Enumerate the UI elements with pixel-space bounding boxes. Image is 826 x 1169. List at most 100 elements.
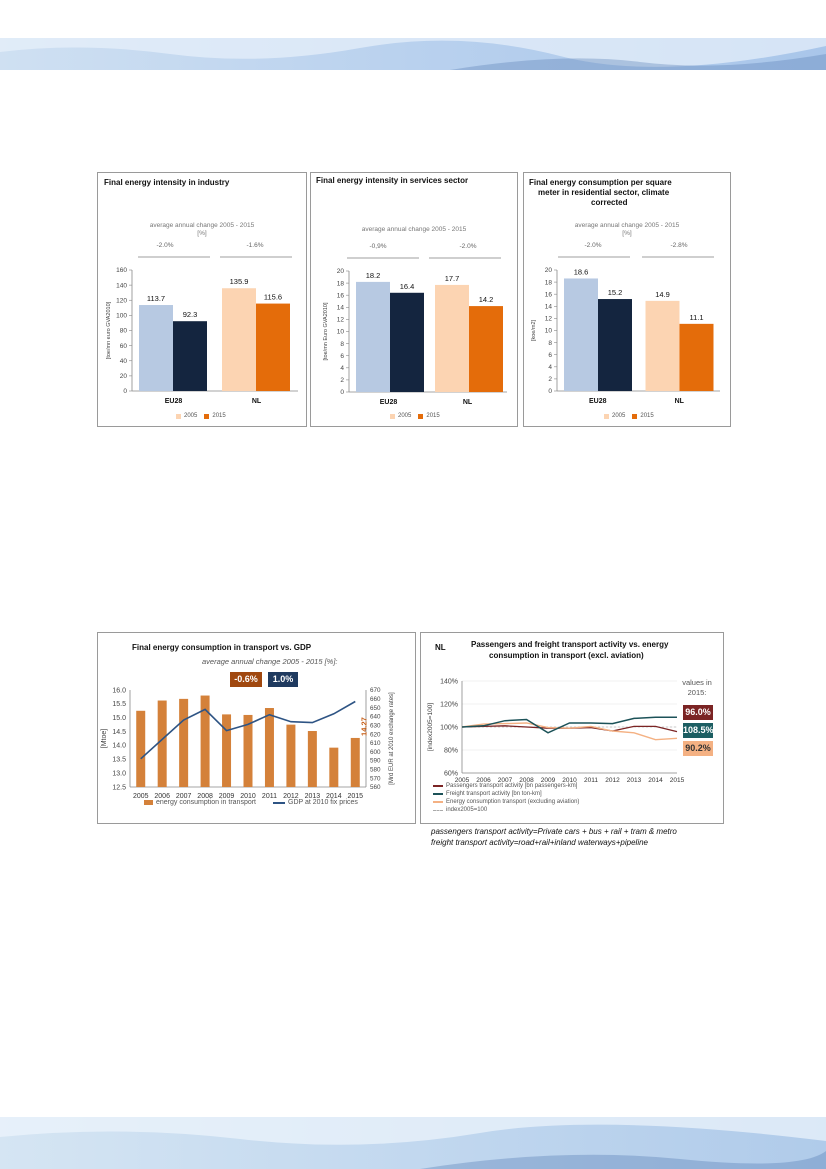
chart-title-line2: meter in residential sector, climate	[538, 188, 670, 197]
legend-label-2015: 2015	[640, 413, 654, 419]
change-nl: -1.6%	[246, 242, 264, 249]
legend-label-gdp: GDP at 2010 fix prices	[288, 799, 358, 806]
chart-subtitle: average annual change 2005 - 2015	[574, 222, 680, 229]
y-axis-label-right: [Mrd EUR at 2010 exchange rates]	[389, 692, 395, 785]
y-tick-label: 18	[337, 280, 345, 287]
legend: energy consumption in transport GDP at 2…	[144, 799, 358, 806]
legend-line-freight	[433, 793, 443, 795]
bar-nl-2005	[645, 300, 680, 391]
y-tick-label: 20	[545, 267, 553, 274]
badge-freight-2015: 108.5%	[683, 723, 714, 738]
chart-subtitle: average annual change 2005 - 2015 [%]:	[202, 657, 338, 666]
bar-nl-2015	[469, 306, 503, 392]
bar-eu28-2015	[598, 299, 632, 391]
x-tick-label: 2009	[219, 793, 235, 800]
y-tick-label: 6	[548, 352, 552, 359]
legend: 2005 2015	[176, 413, 226, 419]
legend-label-freight: Freight transport activity [bn ton-km]	[446, 791, 542, 797]
legend-label-2015: 2015	[212, 413, 226, 419]
services-bar-chart: 0 2 4 6 8 10 12 14 16 18 20 [toe/mn Euro GVA2010] EU…	[323, 268, 507, 406]
x-tick-label: 2009	[541, 777, 556, 784]
bar-nl-2015	[679, 323, 714, 391]
legend-swatch-gdp	[273, 801, 285, 804]
legend-swatch-2005	[390, 413, 395, 419]
legend: 2005 2015	[604, 413, 654, 419]
legend-swatch-energy	[144, 800, 153, 805]
legend: 2005 2015	[390, 413, 440, 419]
y-tick-label: 12	[337, 317, 345, 324]
legend-label-energy: Energy consumption transport (excluding …	[446, 799, 580, 805]
freight-line	[461, 716, 677, 734]
energy-bar-2005	[136, 710, 146, 787]
divider-nl	[642, 256, 714, 258]
bar-nl-2005	[222, 288, 256, 391]
data-label: 113.7	[147, 294, 165, 303]
values-label-line2: 2015:	[687, 688, 707, 697]
y-tick-label: 4	[548, 364, 552, 371]
legend-label-2005: 2005	[184, 413, 198, 419]
y-tick-label-left: 14.5	[112, 729, 126, 736]
y-tick-label-right: 670	[370, 687, 381, 694]
y-tick-label-left: 15.0	[112, 715, 126, 722]
y-tick-label: 140	[116, 282, 127, 289]
chart-subtitle: average annual change 2005 - 2015	[149, 222, 255, 229]
x-tick-label: 2010	[562, 777, 577, 784]
legend-swatch-2005	[604, 413, 609, 419]
bar-eu28-2005	[564, 278, 598, 391]
y-tick-label: 20	[120, 373, 128, 380]
y-tick-label: 80%	[444, 747, 458, 754]
legend-label-2005: 2005	[398, 413, 412, 419]
badge-passengers-2015: 96.0%	[683, 705, 713, 720]
y-tick-label-left: 16.0	[112, 687, 126, 694]
x-tick-label: 2011	[584, 777, 598, 784]
residential-chart-panel: Final energy consumption per square mete…	[523, 172, 731, 427]
bar-eu28-2005	[356, 281, 390, 392]
x-tick-label: 2013	[305, 793, 321, 800]
y-tick-label-right: 590	[370, 758, 381, 765]
y-tick-label: 6	[340, 353, 344, 360]
bar-eu28-2015	[173, 321, 207, 391]
energy-bar-2012	[286, 724, 296, 787]
sky-band-graphic	[0, 1117, 826, 1169]
x-tick-label: 2005	[455, 777, 470, 784]
y-tick-label: 12	[545, 316, 553, 323]
energy-bar-2010	[243, 714, 253, 787]
transport-gdp-chart-panel: Final energy consumption in transport vs…	[97, 632, 416, 824]
legend-label-energy: energy consumption in transport	[156, 799, 256, 806]
data-label: 17.7	[445, 274, 460, 283]
data-label: 11.1	[689, 313, 703, 322]
chart-subtitle-unit: [%]	[197, 230, 207, 237]
residential-bar-chart: 0 2 4 6 8 10 12 14 16 18 20 [koe/m2] EU28 18.6 15.2 NL 1…	[531, 267, 720, 405]
data-label: 18.2	[366, 271, 381, 280]
x-tick-label: 2005	[133, 793, 149, 800]
y-tick-label: 60	[120, 343, 128, 350]
region-tag: NL	[435, 643, 446, 652]
y-tick-label-right: 580	[370, 767, 381, 774]
divider-eu28	[347, 257, 419, 259]
y-tick-label: 14	[337, 305, 345, 312]
change-eu28: -2.0%	[156, 242, 174, 249]
y-tick-label-left: 13.5	[112, 757, 126, 764]
y-tick-label-left: 12.5	[112, 784, 126, 791]
x-tick-label: 2007	[498, 777, 513, 784]
energy-bar-2008	[200, 695, 210, 787]
y-tick-label: 0	[548, 388, 552, 395]
energy-bar-2009	[222, 714, 232, 787]
energy-bar-2007	[179, 698, 189, 787]
industry-bar-chart: 0 20 40 60 80 100 120 140 160 [toe/mn euro GVA201…	[106, 267, 298, 405]
y-tick-label: 0	[340, 389, 344, 396]
x-tick-label: 2007	[176, 793, 192, 800]
x-category-label: EU28	[165, 398, 183, 405]
x-tick-label: 2015	[670, 777, 685, 784]
data-label: 92.3	[183, 310, 198, 319]
energy-bar-2011	[264, 708, 274, 787]
data-label: 18.6	[574, 267, 589, 276]
y-tick-label: 0	[123, 388, 127, 395]
y-tick-label-left: 13.0	[112, 770, 126, 777]
y-tick-label: 100	[116, 313, 127, 320]
x-tick-label: 2011	[262, 793, 277, 800]
legend-index: index2005=100	[433, 807, 487, 813]
y-axis-label: [koe/m2]	[531, 319, 537, 341]
y-tick-label: 60%	[444, 770, 458, 777]
y-tick-label-right: 640	[370, 714, 381, 721]
